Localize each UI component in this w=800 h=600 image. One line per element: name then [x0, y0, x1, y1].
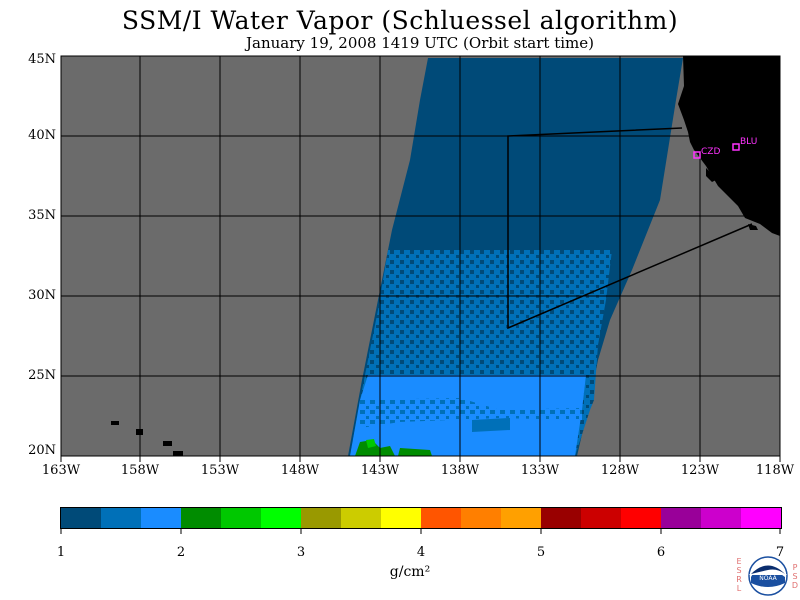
- lat-label-25n: 25N: [28, 368, 56, 383]
- station-label-blu: BLU: [740, 137, 758, 147]
- station-label-czd: CZD: [701, 147, 721, 157]
- lon-label-128w: 128W: [600, 463, 640, 478]
- colorbar-tick-3: 3: [296, 545, 306, 560]
- land-bay-detail: [706, 168, 716, 182]
- lon-label-123w: 123W: [680, 463, 720, 478]
- map-frame: [60, 55, 781, 457]
- lon-label-148w: 148W: [280, 463, 320, 478]
- colorbar-segment: [381, 508, 421, 528]
- lat-label-30n: 30N: [28, 288, 56, 303]
- colorbar-segment: [541, 508, 581, 528]
- colorbar-segment: [141, 508, 181, 528]
- colorbar-segment: [661, 508, 701, 528]
- colorbar-segment: [501, 508, 541, 528]
- colorbar-segment: [341, 508, 381, 528]
- colorbar-segment: [221, 508, 261, 528]
- station-marker-czd: [693, 151, 701, 159]
- colorbar-segment: [261, 508, 301, 528]
- lon-label-143w: 143W: [360, 463, 400, 478]
- logo-noaa-text: NOAA: [759, 575, 777, 582]
- graticule: [61, 56, 780, 456]
- colorbar-segment: [101, 508, 141, 528]
- colorbar-segment: [741, 508, 781, 528]
- colorbar-tick-4: 4: [416, 545, 426, 560]
- map-title: SSM/I Water Vapor (Schluessel algorithm): [121, 6, 679, 35]
- lat-label-20n: 20N: [28, 443, 56, 458]
- colorbar-segment: [421, 508, 461, 528]
- colorbar-segment: [461, 508, 501, 528]
- colorbar-segment: [61, 508, 101, 528]
- region-outline: [507, 127, 753, 330]
- station-marker-blu: [732, 143, 740, 151]
- colorbar-segment: [701, 508, 741, 528]
- lon-label-158w: 158W: [120, 463, 160, 478]
- satellite-swath: [348, 58, 683, 456]
- lon-label-133w: 133W: [520, 463, 560, 478]
- land-channel-islands: [748, 224, 758, 230]
- colorbar-tick-2: 2: [176, 545, 186, 560]
- land-california: [678, 56, 780, 236]
- colorbar-tick-7: 7: [775, 545, 785, 560]
- lat-label-40n: 40N: [28, 128, 56, 143]
- colorbar-units: g/cm²: [389, 564, 431, 580]
- colorbar-tick-6: 6: [656, 545, 666, 560]
- colorbar-segment: [301, 508, 341, 528]
- lon-label-153w: 153W: [200, 463, 240, 478]
- noaa-seal-icon: NOAA: [748, 556, 788, 596]
- colorbar-segment: [181, 508, 221, 528]
- lat-label-45n: 45N: [28, 52, 56, 67]
- colorbar-segment: [581, 508, 621, 528]
- lon-label-163w: 163W: [41, 463, 81, 478]
- colorbar-tick-1: 1: [56, 545, 66, 560]
- colorbar-tick-5: 5: [536, 545, 546, 560]
- colorbar-segment: [621, 508, 661, 528]
- lat-label-35n: 35N: [28, 208, 56, 223]
- lon-label-138w: 138W: [440, 463, 480, 478]
- lon-label-118w: 118W: [755, 463, 795, 478]
- axis-ticks: [60, 456, 781, 462]
- map-subtitle: January 19, 2008 1419 UTC (Orbit start t…: [246, 34, 594, 52]
